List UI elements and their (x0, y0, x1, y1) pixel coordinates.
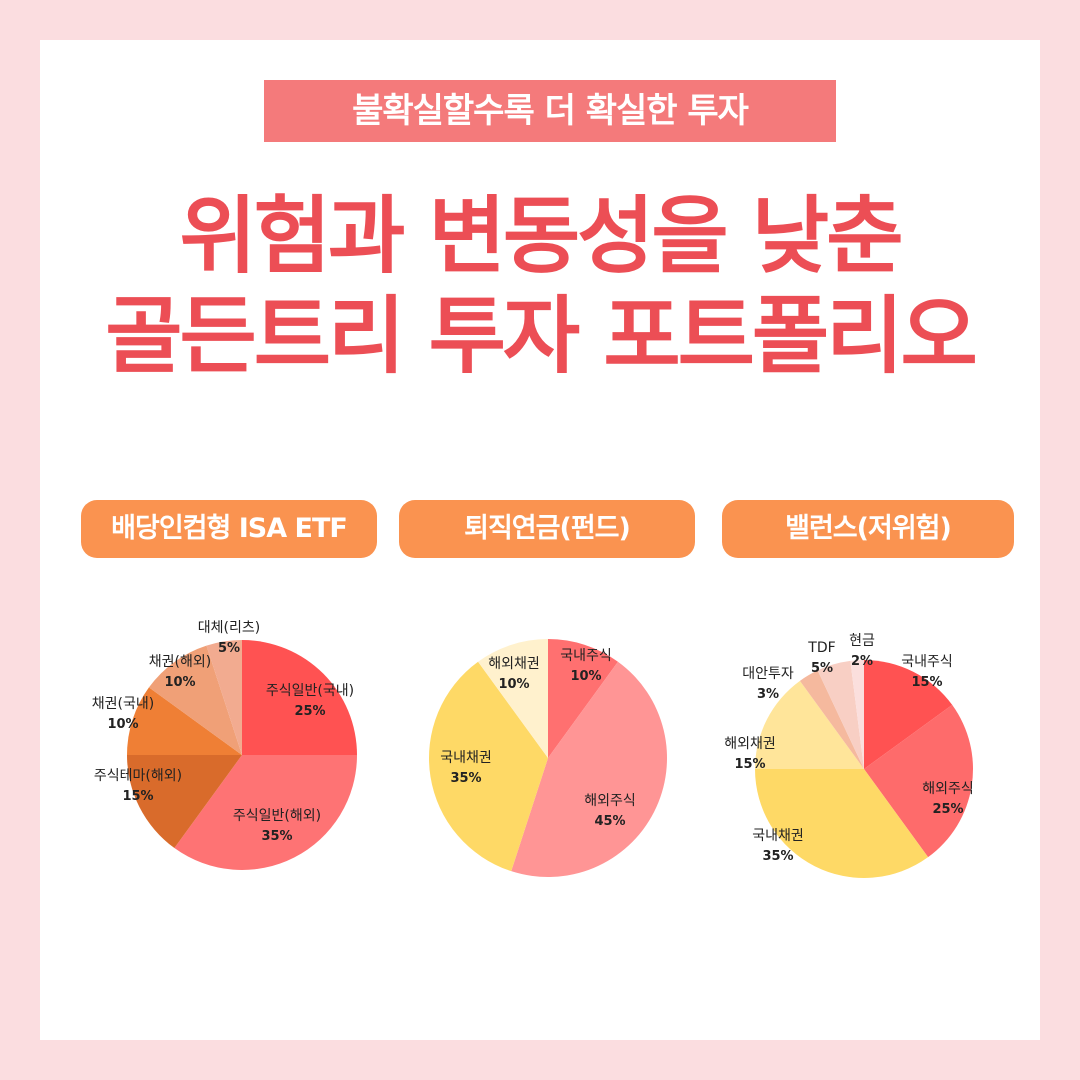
pie-slice (548, 639, 618, 758)
chart-title-balance: 밸런스(저위험) (722, 500, 1014, 558)
pie-slice (864, 704, 973, 858)
slice-label: 대안투자 (742, 666, 794, 682)
pie-chart-2: 국내주식 15% 해외주식 25% 국내채권 35% 해외채권 15% 대안투자 3% TDF 5% 현… (724, 633, 974, 878)
slice-value-label: 5% (218, 641, 240, 656)
slice-value-label: 10% (107, 717, 138, 732)
pie-slice (148, 645, 242, 755)
pie-slice (817, 660, 864, 769)
headline-line-1: 위험과 변동성을 낮춘 (179, 187, 903, 285)
chart-title-pension-fund: 퇴직연금(펀드) (399, 500, 695, 558)
slice-value-label: 35% (450, 771, 481, 786)
slice-label: 해외채권 (488, 656, 540, 672)
slice-label: 주식일반(해외) (233, 808, 321, 824)
slice-label: 대체(리츠) (198, 620, 260, 636)
slice-value-label: 25% (294, 704, 325, 719)
pie-chart-1: 국내주식 10% 해외주식 45% 국내채권 35% 해외채권 10% (428, 639, 668, 878)
banner: 불확실할수록 더 확실한 투자 (264, 80, 836, 142)
slice-value-label: 10% (164, 675, 195, 690)
slice-value-label: 45% (594, 814, 625, 829)
slice-label: TDF (807, 640, 835, 656)
slice-value-label: 2% (851, 654, 873, 669)
slice-label: 채권(국내) (92, 696, 154, 712)
slice-label: 해외채권 (724, 736, 776, 752)
slice-value-label: 10% (570, 669, 601, 684)
pie-slice (850, 660, 864, 769)
slice-label: 현금 (849, 633, 875, 649)
pie-slice (242, 640, 357, 755)
pie-slice (799, 670, 864, 769)
pie-slice (511, 661, 668, 878)
slice-value-label: 3% (757, 687, 779, 702)
slice-label: 채권(해외) (149, 654, 211, 670)
slice-value-label: 10% (498, 677, 529, 692)
pie-slice (428, 661, 548, 872)
pie-slice (755, 769, 929, 878)
pie-slice (478, 639, 548, 758)
pie-slice (174, 755, 357, 871)
pie-slice (127, 687, 242, 755)
slice-value-label: 35% (261, 829, 292, 844)
slice-value-label: 15% (911, 675, 942, 690)
headline-line-2: 골든트리 투자 포트폴리오 (105, 287, 978, 385)
slice-value-label: 35% (762, 849, 793, 864)
slice-label: 주식일반(국내) (266, 683, 354, 699)
pie-slice (864, 660, 953, 769)
slice-value-label: 15% (122, 789, 153, 804)
slice-label: 국내채권 (440, 750, 492, 766)
slice-value-label: 5% (811, 661, 833, 676)
slice-label: 국내채권 (752, 828, 804, 844)
slice-label: 해외주식 (922, 781, 974, 797)
slice-value-label: 15% (734, 757, 765, 772)
chart-title-isa-etf: 배당인컴형 ISA ETF (81, 500, 377, 558)
slice-label: 국내주식 (560, 648, 612, 664)
pie-chart-0: 주식일반(국내) 25% 주식일반(해외) 35% 주식테마(해외) 15% 채권(국내) 1… (92, 620, 357, 871)
slice-label: 국내주식 (901, 654, 953, 670)
slice-label: 주식테마(해외) (94, 768, 182, 784)
pie-slice (206, 639, 242, 755)
pie-slice (755, 680, 864, 769)
slice-label: 해외주식 (584, 793, 636, 809)
pie-slice (127, 755, 242, 849)
slice-value-label: 25% (932, 802, 963, 817)
